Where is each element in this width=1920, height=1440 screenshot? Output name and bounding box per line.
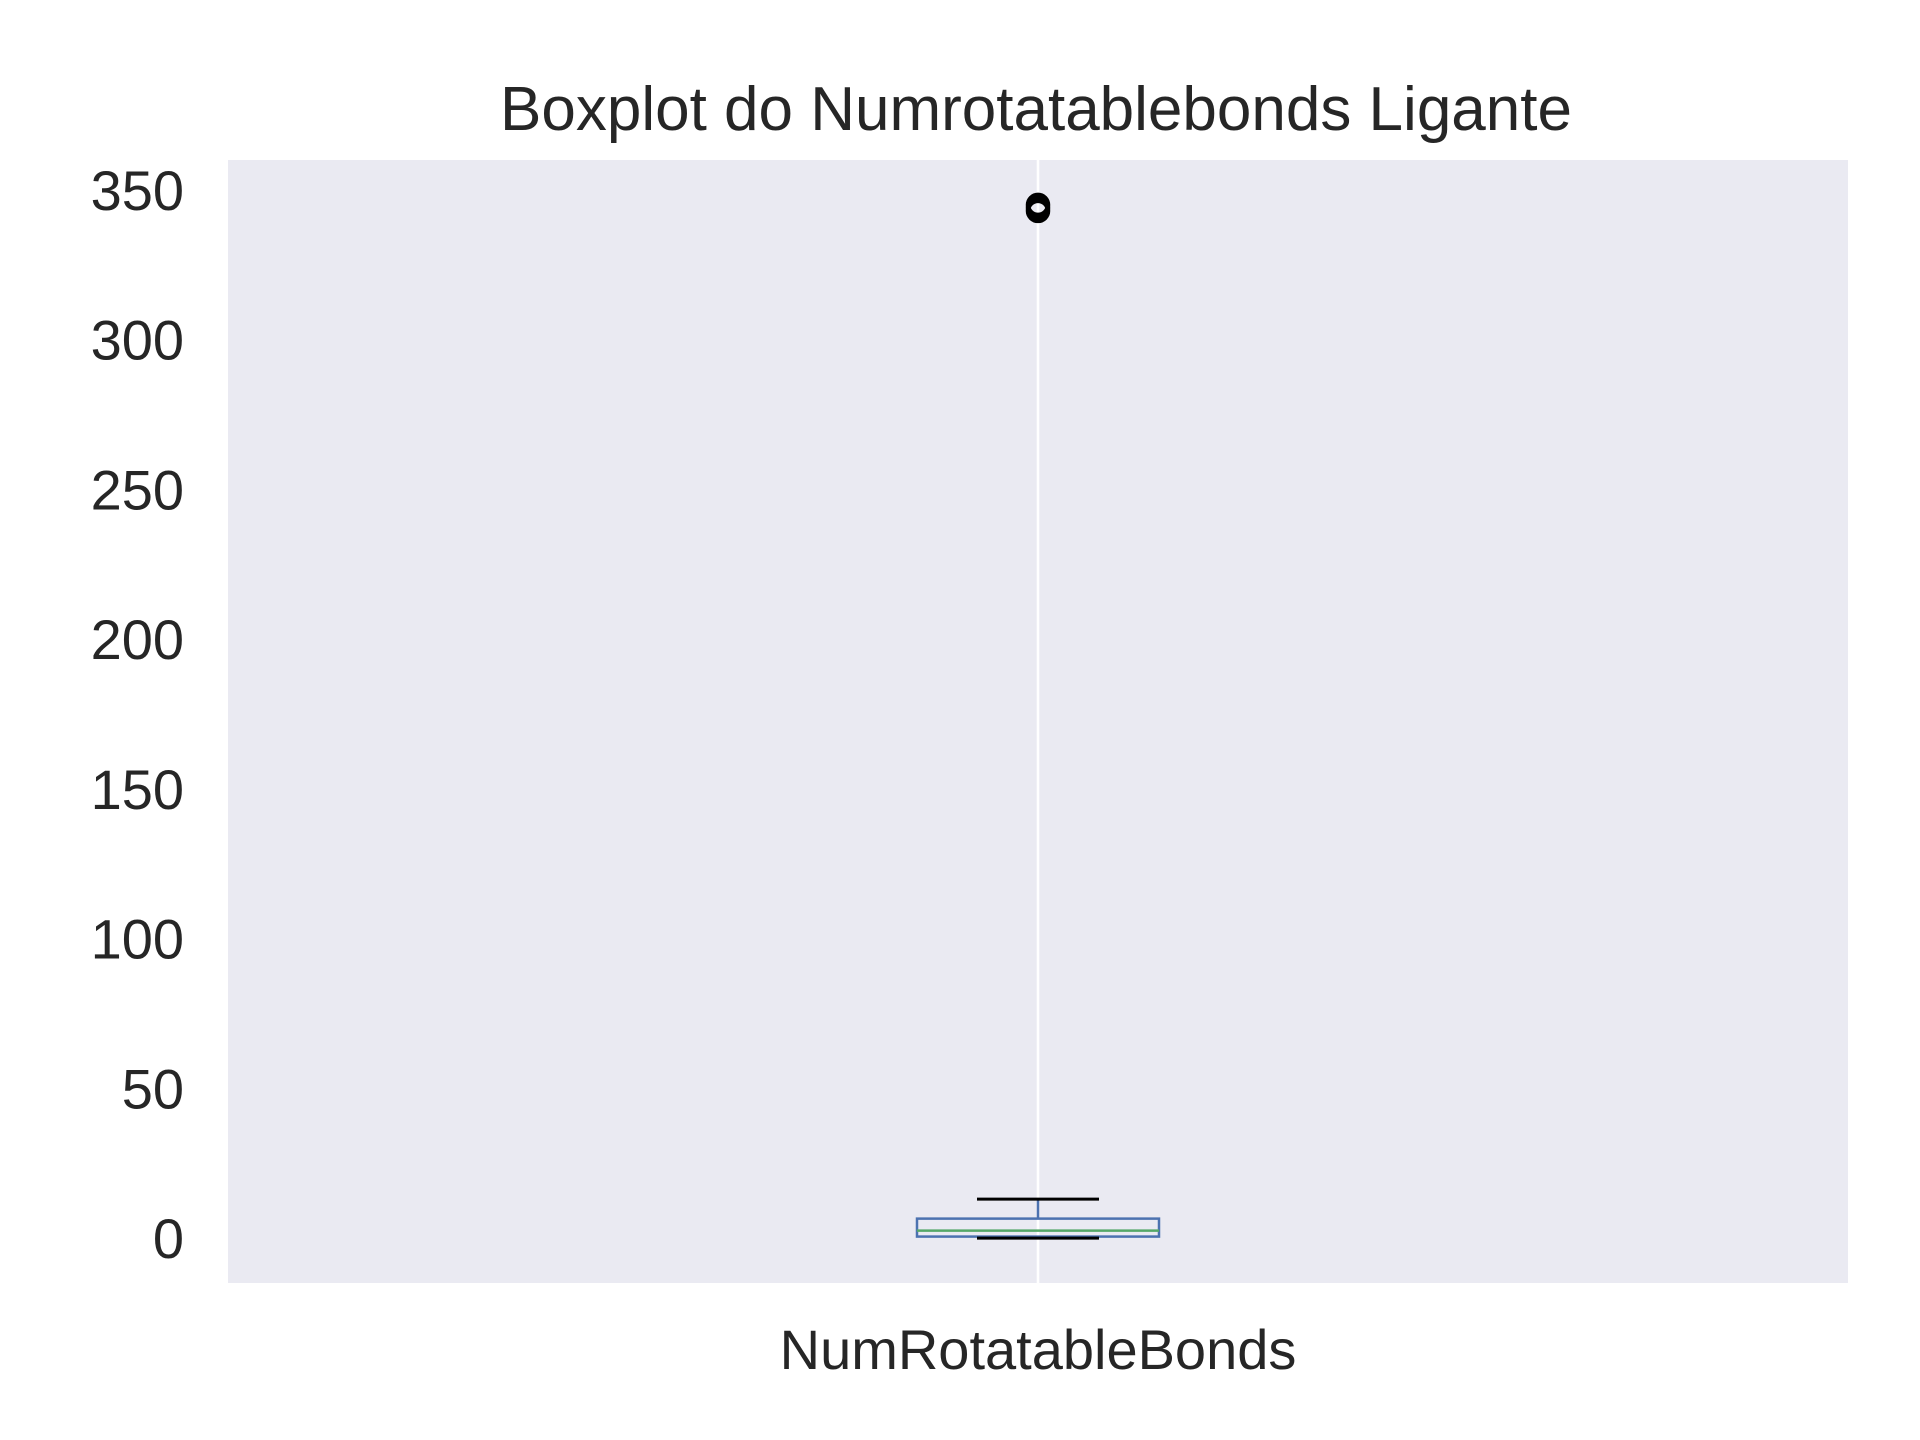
box-layer	[915, 192, 1161, 1240]
box-group	[915, 192, 1161, 1240]
x-tick-label: NumRotatableBonds	[780, 1318, 1297, 1381]
chart-title: Boxplot do Numrotatablebonds Ligante	[500, 75, 1572, 144]
y-tick-label: 100	[91, 908, 184, 971]
x-axis-ticks: NumRotatableBonds	[780, 1318, 1297, 1381]
y-tick-label: 150	[91, 758, 184, 821]
y-tick-label: 0	[153, 1207, 184, 1270]
y-tick-label: 250	[91, 458, 184, 521]
y-tick-label: 300	[91, 309, 184, 372]
y-tick-label: 200	[91, 608, 184, 671]
y-tick-label: 50	[122, 1057, 184, 1120]
y-tick-label: 350	[91, 159, 184, 222]
outlier-point	[1025, 192, 1051, 218]
y-axis-ticks: 0 50 100 150 200 250 300 350	[91, 159, 184, 1270]
